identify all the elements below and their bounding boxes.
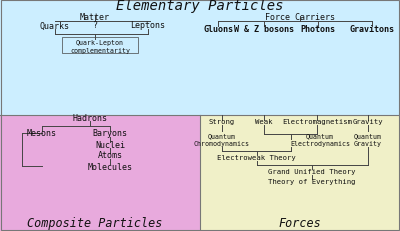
Text: W & Z bosons: W & Z bosons xyxy=(234,24,294,33)
Text: Electromagnetism: Electromagnetism xyxy=(282,119,352,125)
Text: Leptons: Leptons xyxy=(130,21,166,30)
Text: Quantum
Chromodynamics: Quantum Chromodynamics xyxy=(194,132,250,146)
Text: Matter: Matter xyxy=(80,12,110,21)
Text: Electroweak Theory: Electroweak Theory xyxy=(217,154,296,160)
Text: Baryons: Baryons xyxy=(92,129,128,138)
Text: ?: ? xyxy=(92,21,98,30)
Text: Gluons: Gluons xyxy=(203,24,233,33)
Bar xyxy=(0,116,200,231)
Text: Forces: Forces xyxy=(279,217,321,230)
Text: Gravitons: Gravitons xyxy=(350,24,394,33)
Text: Elementary Particles: Elementary Particles xyxy=(116,0,284,13)
Text: Composite Particles: Composite Particles xyxy=(27,217,163,230)
Text: Quantum
Electrodynamics: Quantum Electrodynamics xyxy=(290,132,350,146)
Text: Gravity: Gravity xyxy=(353,119,383,125)
Text: Atoms: Atoms xyxy=(98,151,122,160)
Text: Weak: Weak xyxy=(255,119,273,125)
Text: Quarks: Quarks xyxy=(40,21,70,30)
Text: Theory of Everything: Theory of Everything xyxy=(268,178,356,184)
Text: Grand Unified Theory: Grand Unified Theory xyxy=(268,168,356,174)
Text: Force Carriers: Force Carriers xyxy=(265,12,335,21)
Text: Mesons: Mesons xyxy=(27,129,57,138)
Bar xyxy=(200,116,400,231)
Text: Quark-Lepton
complementarity: Quark-Lepton complementarity xyxy=(70,40,130,54)
Text: Strong: Strong xyxy=(209,119,235,125)
Text: Nuclei: Nuclei xyxy=(95,140,125,149)
Text: Quantum
Gravity: Quantum Gravity xyxy=(354,132,382,146)
Bar xyxy=(0,0,400,116)
Text: Hadrons: Hadrons xyxy=(72,114,108,123)
Text: Molecules: Molecules xyxy=(88,162,132,171)
Text: Photons: Photons xyxy=(300,24,336,33)
Bar xyxy=(62,38,138,54)
